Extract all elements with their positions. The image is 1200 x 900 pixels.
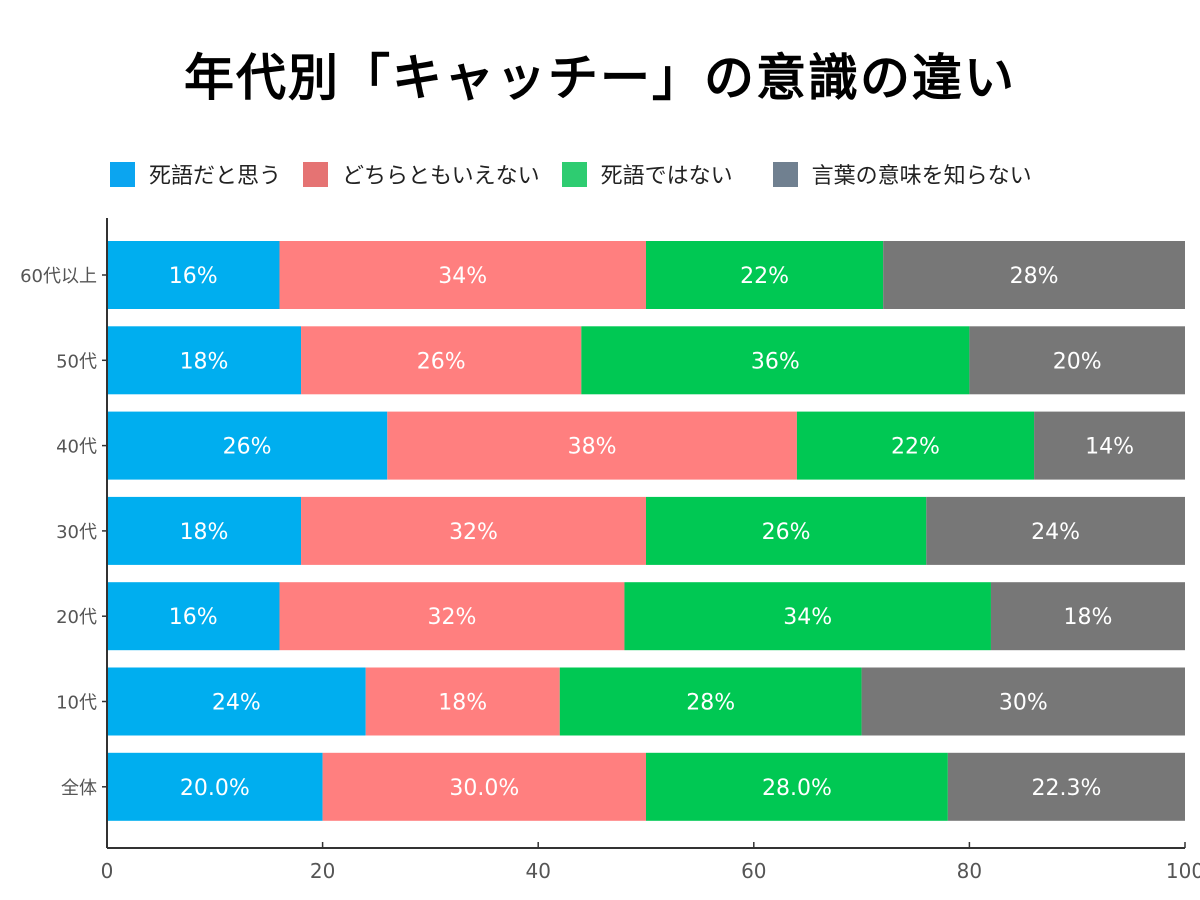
bar-segment [365, 667, 560, 736]
x-tick-label: 40 [525, 859, 550, 883]
bar-data-label: 18% [1064, 605, 1113, 630]
bar-data-label: 22.3% [1031, 776, 1101, 801]
bar-data-label: 24% [212, 691, 261, 716]
bar-data-label: 34% [438, 264, 487, 289]
bar-data-label: 18% [180, 520, 229, 545]
bar-data-label: 18% [180, 349, 229, 374]
bar-segment [969, 326, 1185, 395]
legend-item-dochira-tomo: どちらともいえない [303, 158, 540, 190]
bar-segment [796, 411, 1035, 480]
x-tick-label: 80 [957, 859, 982, 883]
y-tick-label: 60代以上 [20, 266, 97, 287]
bar-data-label: 22% [740, 264, 789, 289]
legend-swatch [303, 161, 329, 187]
chart-title: 年代別「キャッチー」の意識の違い [184, 49, 1016, 107]
y-tick-label: 20代 [56, 607, 97, 628]
legend: 死語だと思う どちらともいえない 死語ではない 言葉の意味を知らない [110, 158, 1054, 190]
bar-data-label: 30% [999, 691, 1048, 716]
bar-data-label: 36% [751, 349, 800, 374]
bar-data-label: 16% [169, 264, 218, 289]
bar-segment [646, 752, 948, 821]
legend-label: 死語だと思う [149, 164, 282, 189]
bar-data-label: 16% [169, 605, 218, 630]
bar-segment [301, 496, 646, 565]
x-tick-label: 100 [1166, 859, 1200, 883]
bar-data-label: 28% [686, 691, 735, 716]
bar-segment [322, 752, 646, 821]
bar-segment [861, 667, 1185, 736]
y-tick-label: 全体 [61, 778, 97, 799]
bar-segment [107, 667, 366, 736]
bar-segment [107, 241, 280, 309]
bar-segment [387, 411, 797, 480]
bar-segment [646, 241, 884, 309]
y-tick-label: 10代 [56, 693, 97, 714]
x-tick-label: 0 [101, 859, 114, 883]
bar-segment [646, 496, 927, 565]
bars-group: 16% 34% 22% 28% 18% 26% 36% 20% 26% 38% 22% 14% 18% 3… [107, 241, 1185, 821]
bar-segment [107, 752, 323, 821]
bar-segment [990, 582, 1185, 651]
legend-swatch [110, 161, 135, 187]
bar-segment [581, 326, 970, 395]
bar-segment [279, 241, 646, 309]
bar-data-label: 38% [568, 435, 617, 460]
bar-segment [279, 582, 625, 651]
bar-data-label: 26% [762, 520, 811, 545]
legend-label: 死語ではない [600, 164, 733, 189]
legend-item-imi-wo-shiranai: 言葉の意味を知らない [772, 158, 1032, 190]
bar-segment [107, 582, 280, 651]
bar-data-label: 34% [783, 605, 832, 630]
y-tick-label: 30代 [56, 522, 97, 543]
bar-data-label: 30.0% [449, 776, 519, 801]
legend-swatch [772, 161, 798, 187]
bar-segment [624, 582, 991, 651]
bar-data-label: 14% [1085, 435, 1134, 460]
y-tick-label: 50代 [56, 351, 97, 372]
legend-label: 言葉の意味を知らない [811, 164, 1032, 189]
bar-segment [107, 496, 302, 565]
bar-segment [926, 496, 1185, 565]
bar-data-label: 32% [449, 520, 498, 545]
bar-data-label: 26% [417, 349, 466, 374]
legend-item-shigo-da-to-omou: 死語だと思う [110, 158, 281, 190]
bar-data-label: 20% [1053, 349, 1102, 374]
legend-label: どちらともいえない [342, 164, 540, 189]
bar-data-label: 28.0% [762, 776, 832, 801]
bar-data-label: 26% [223, 435, 272, 460]
bar-data-label: 18% [438, 691, 487, 716]
x-tick-label: 60 [741, 859, 766, 883]
bar-segment [1034, 411, 1185, 480]
bar-data-label: 28% [1010, 264, 1059, 289]
bar-segment [883, 241, 1185, 309]
legend-swatch [561, 161, 587, 187]
x-tick-label: 20 [310, 859, 335, 883]
bar-segment [107, 411, 388, 480]
legend-item-shigo-dewa-nai: 死語ではない [561, 158, 733, 190]
bar-segment [301, 326, 582, 395]
bar-data-label: 22% [891, 435, 940, 460]
bar-data-label: 20.0% [180, 776, 250, 801]
bar-segment [107, 326, 302, 395]
bar-data-label: 32% [428, 605, 477, 630]
bar-data-label: 24% [1031, 520, 1080, 545]
y-tick-label: 40代 [56, 437, 97, 458]
bar-segment [947, 752, 1185, 821]
bar-segment [559, 667, 862, 736]
